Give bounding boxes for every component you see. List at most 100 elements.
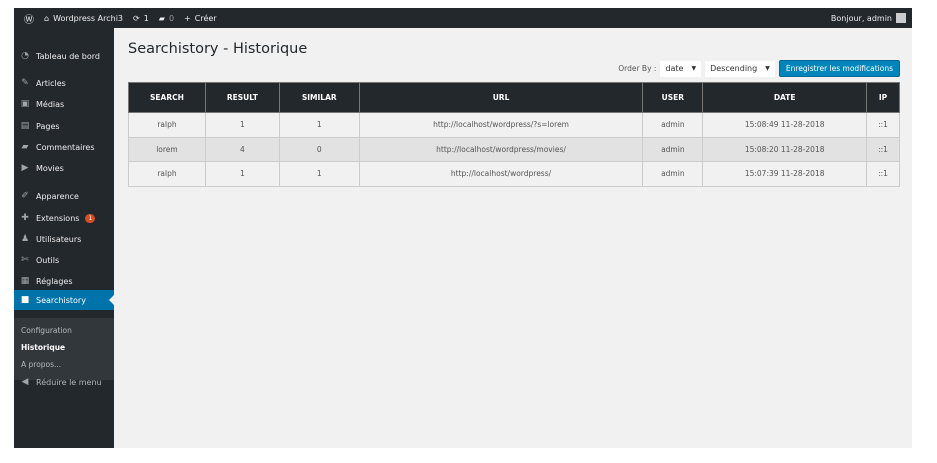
submenu-item[interactable]: Configuration [21,326,72,335]
table-cell: 15:08:20 11-28-2018 [702,136,868,162]
sidebar-item-label: Réglages [36,276,73,286]
pages-icon: ▤ [20,121,30,131]
order-by-label: Order By : [618,64,657,73]
table-cell: 1 [278,112,360,138]
submenu-item[interactable]: Historique [21,343,66,352]
searchistory-submenu: Configuration Historique A propos... [14,318,114,380]
sidebar-item-movies[interactable]: ▶ Movies [14,158,114,178]
table-cell: admin [642,136,704,162]
table-cell: admin [642,112,704,138]
table-cell: http://localhost/wordpress/movies/ [358,136,644,162]
dashboard-icon: ◔ [21,51,29,61]
wp-admin-window: Ⓦ ⌂ Wordpress Archi3 ⟳ 1 ▰ 0 + Créer Bonjour… [14,8,912,448]
comments-link[interactable]: ▰ 0 [159,14,174,23]
sidebar-item-label: Utilisateurs [36,234,82,244]
plus-icon: + [184,13,191,23]
table-cell: ::1 [866,136,900,162]
table-cell: ralph [128,112,206,138]
comments-count: 0 [168,13,175,23]
table-cell: lorem [128,136,206,162]
sidebar-item-m-dias[interactable]: ▣ Médias [14,94,114,114]
table-row: ralph 1 1 http://localhost/wordpress/admin 1… [128,161,900,187]
sidebar-item-searchistory[interactable]: ■ Searchistory [14,290,114,310]
admin-sidebar: ◔ Tableau de bord ✎ Articles ▣ Médias ▤ Pages ▰ C… [14,28,114,448]
sidebar-item-pages[interactable]: ▤ Pages [14,116,114,136]
comment-icon: ▰ [158,13,165,23]
sidebar-item-label: Pages [36,121,60,131]
dropdown-arrow-icon: ▼ [765,65,770,72]
history-table: SEARCH RESULT SIMILAR URL USER DATE IP ralph 1 1… [128,82,900,187]
table-cell: 1 [204,112,280,138]
column-header: URL [358,82,644,113]
sidebar-item-commentaires[interactable]: ▰ Commentaires [14,137,114,157]
new-content-link[interactable]: + Créer [184,14,217,23]
direction-value: Descending [710,64,758,73]
updates-count: 1 [143,13,149,23]
home-icon: ⌂ [44,13,50,23]
sidebar-item-label: Apparence [36,191,79,201]
searchistory-icon: ■ [20,295,30,305]
pin-icon: ✎ [21,78,29,88]
collapse-label: Réduire le menu [36,377,102,387]
admin-bar: Ⓦ ⌂ Wordpress Archi3 ⟳ 1 ▰ 0 + Créer Bonjour… [14,8,912,28]
sidebar-item-label: Searchistory [36,295,86,305]
column-header: USER [642,82,704,113]
settings-icon: ▦ [20,276,30,286]
new-label: Créer [194,13,217,23]
users-icon: ♟ [20,234,30,244]
column-header: DATE [702,82,868,113]
avatar [896,13,906,23]
column-header: IP [866,82,900,113]
site-link[interactable]: ⌂ Wordpress Archi3 [44,14,123,23]
sidebar-item-extensions[interactable]: ✚ Extensions 1 [14,208,114,228]
table-cell: ::1 [866,161,900,187]
order-by-value: date [665,64,684,73]
collapse-icon: ◀ [21,377,29,387]
table-cell: 15:08:49 11-28-2018 [702,112,868,138]
table-cell: ::1 [866,112,900,138]
collapse-menu-button[interactable]: ◀ Réduire le menu [14,372,114,392]
update-badge: 1 [85,213,96,223]
table-cell: 1 [204,161,280,187]
sidebar-item-outils[interactable]: ✄ Outils [14,250,114,270]
sidebar-item-label: Extensions [36,213,80,223]
order-by-select[interactable]: date ▼ [660,60,702,77]
save-button[interactable]: Enregistrer les modifications [778,60,900,77]
video-icon: ▶ [21,163,29,173]
sidebar-item-apparence[interactable]: ✐ Apparence [14,186,114,206]
table-row: lorem 4 0 http://localhost/wordpress/movies… [128,136,900,162]
sidebar-item-tableau-de-bord[interactable]: ◔ Tableau de bord [14,46,114,66]
sidebar-item-r-glages[interactable]: ▦ Réglages [14,271,114,291]
comment-icon: ▰ [21,142,29,152]
greeting: Bonjour, admin [830,13,892,23]
column-header: SEARCH [128,82,206,113]
sidebar-item-label: Articles [36,78,66,88]
table-cell: 1 [278,161,360,187]
sidebar-item-label: Médias [36,99,65,109]
table-cell: 15:07:39 11-28-2018 [702,161,868,187]
sidebar-item-articles[interactable]: ✎ Articles [14,73,114,93]
refresh-icon: ⟳ [133,13,140,23]
sidebar-item-utilisateurs[interactable]: ♟ Utilisateurs [14,229,114,249]
wordpress-logo-icon[interactable]: Ⓦ [24,14,34,26]
table-header: SEARCH RESULT SIMILAR URL USER DATE IP [128,82,900,113]
table-cell: 4 [204,136,280,162]
site-name: Wordpress Archi3 [53,13,123,23]
plugin-icon: ✚ [21,213,29,223]
table-row: ralph 1 1 http://localhost/wordpress/?s=lor… [128,112,900,138]
column-header: RESULT [204,82,280,113]
page-title: Searchistory - Historique [128,41,308,57]
sidebar-item-label: Movies [36,163,64,173]
table-cell: admin [642,161,704,187]
account-menu[interactable]: Bonjour, admin [831,13,906,23]
brush-icon: ✐ [21,191,29,201]
table-cell: http://localhost/wordpress/ [358,161,644,187]
sidebar-item-label: Tableau de bord [36,51,100,61]
direction-select[interactable]: Descending ▼ [705,60,775,77]
wrench-icon: ✄ [21,255,29,265]
updates-link[interactable]: ⟳ 1 [133,14,149,23]
table-cell: 0 [278,136,360,162]
submenu-item[interactable]: A propos... [21,360,62,369]
column-header: SIMILAR [278,82,360,113]
table-cell: http://localhost/wordpress/?s=lorem [358,112,644,138]
